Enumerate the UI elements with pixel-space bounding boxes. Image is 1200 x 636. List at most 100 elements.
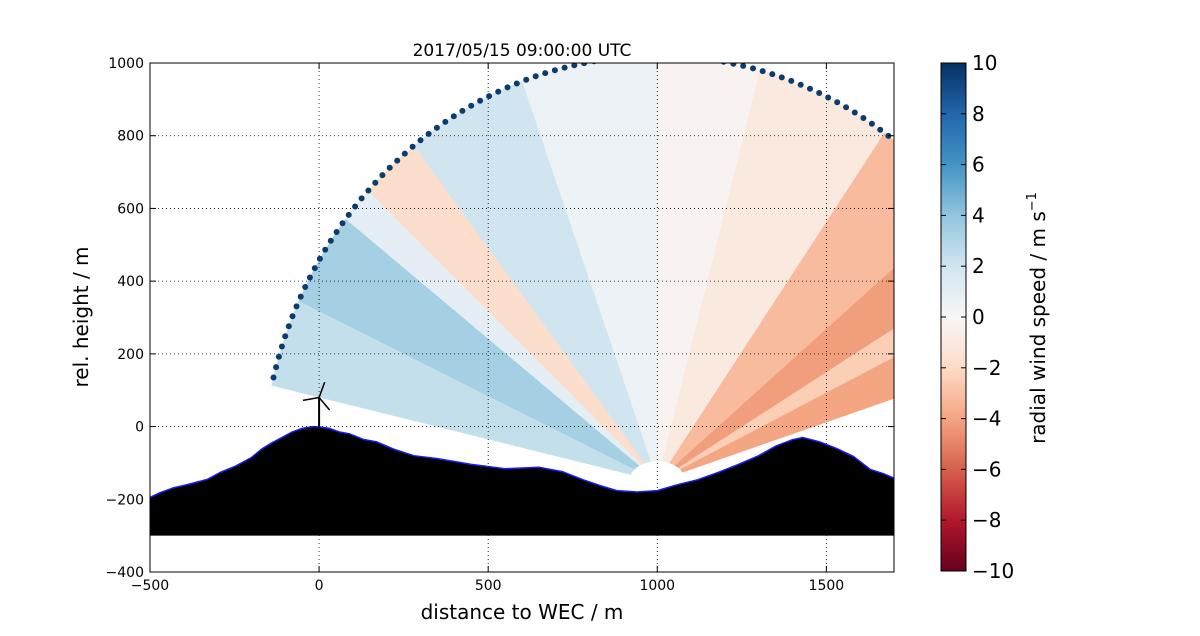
scan-sector <box>657 63 761 482</box>
colorbar-tick-label: 0 <box>972 305 985 329</box>
range-marker <box>750 65 756 72</box>
colorbar-tick-label: −8 <box>972 508 1001 532</box>
y-axis-ticks: −400 −200 0 200 400 600 800 1000 <box>106 56 894 581</box>
range-marker <box>977 232 983 238</box>
range-marker <box>302 284 309 290</box>
range-marker <box>513 80 520 87</box>
x-axis-label: distance to WEC / m <box>421 600 624 624</box>
range-marker <box>333 229 340 235</box>
range-marker <box>495 88 502 95</box>
y-axis-label: rel. height / m <box>69 246 93 387</box>
range-marker <box>671 53 677 59</box>
range-marker <box>797 81 804 88</box>
range-marker <box>504 84 511 91</box>
range-marker <box>807 85 813 92</box>
x-tick-label: 1000 <box>639 578 675 594</box>
colorbar-tick-label: −10 <box>972 559 1014 583</box>
range-marker <box>293 303 300 310</box>
colorbar-tick-label: −2 <box>972 356 1001 380</box>
range-marker <box>661 53 667 59</box>
terrain-outline <box>150 425 894 499</box>
range-marker <box>523 76 530 83</box>
range-marker <box>788 77 795 84</box>
range-marker <box>468 102 475 109</box>
y-tick-label: 1000 <box>108 56 144 72</box>
range-marker <box>542 70 549 77</box>
colorbar-ticks: 10 8 6 4 2 0 −2 −4 −6 −8 −10 <box>941 51 1014 583</box>
range-marker <box>877 126 884 133</box>
range-marker <box>998 268 1004 274</box>
range-marker <box>386 164 393 171</box>
range-marker <box>681 54 687 60</box>
range-marker <box>931 174 937 180</box>
x-tick-label: 0 <box>315 578 324 594</box>
range-marker <box>425 130 432 137</box>
colorbar-tick-label: 6 <box>972 153 985 177</box>
range-marker <box>901 146 907 152</box>
x-tick-label: −500 <box>131 578 169 594</box>
colorbar-tick-label: 10 <box>972 51 997 75</box>
plot-frame <box>149 62 895 573</box>
grid <box>150 63 894 572</box>
range-marker <box>909 153 915 159</box>
y-tick-label: 200 <box>117 347 144 363</box>
colorbar-tick-label: 2 <box>972 254 985 278</box>
terrain-fill <box>150 426 894 536</box>
range-marker <box>1016 306 1022 312</box>
range-marker <box>339 220 346 227</box>
colorbar-tick-label: 4 <box>972 203 985 227</box>
y-tick-label: 600 <box>117 201 144 217</box>
range-marker <box>442 118 449 125</box>
x-tick-label: 1500 <box>809 578 845 594</box>
range-marker <box>988 250 994 256</box>
range-marker <box>270 374 277 381</box>
range-marker <box>641 53 647 59</box>
turbine-icon <box>302 381 331 427</box>
range-marker <box>409 143 416 150</box>
range-marker <box>275 353 282 360</box>
range-marker <box>924 167 930 173</box>
turbine-blade <box>318 381 326 398</box>
scan-sector <box>271 300 658 482</box>
range-marker <box>289 313 296 320</box>
range-marker <box>843 104 850 111</box>
colorbar-tick-label: −4 <box>972 407 1001 431</box>
range-marker <box>327 237 334 244</box>
range-marker <box>834 99 841 106</box>
range-marker <box>561 64 568 71</box>
range-marker <box>477 97 484 104</box>
range-marker <box>816 90 823 96</box>
range-marker <box>372 179 379 186</box>
range-marker <box>1003 277 1009 283</box>
range-marker <box>917 160 923 166</box>
range-marker <box>278 343 285 350</box>
range-marker <box>740 63 747 69</box>
range-marker <box>394 157 401 164</box>
range-marker <box>1008 287 1014 293</box>
range-marker <box>993 259 999 265</box>
range-marker <box>282 333 289 340</box>
range-marker <box>691 55 697 61</box>
x-tick-label: 500 <box>475 578 502 594</box>
range-marker <box>860 115 867 121</box>
range-marker <box>352 203 359 210</box>
range-marker <box>345 211 352 218</box>
colorbar-label-text: radial wind speed / m s <box>1026 211 1050 444</box>
range-marker <box>581 63 588 67</box>
colorbar-label: radial wind speed / m s−1 <box>1025 192 1050 444</box>
range-marker <box>983 241 989 247</box>
turbine-blade <box>302 396 320 402</box>
range-marker <box>379 172 386 179</box>
range-marker <box>532 73 539 80</box>
chart-title: 2017/05/15 09:00:00 UTC <box>413 41 632 61</box>
range-marker <box>825 94 832 101</box>
range-marker <box>358 195 365 202</box>
range-marker <box>311 265 318 272</box>
range-marker <box>433 124 440 131</box>
range-marker <box>631 54 637 60</box>
colorbar: 10 8 6 4 2 0 −2 −4 −6 −8 −10 radial wind speed / m… <box>940 51 1050 583</box>
range-marker <box>571 63 578 69</box>
y-tick-label: 800 <box>117 129 144 145</box>
y-tick-label: −400 <box>106 565 144 581</box>
